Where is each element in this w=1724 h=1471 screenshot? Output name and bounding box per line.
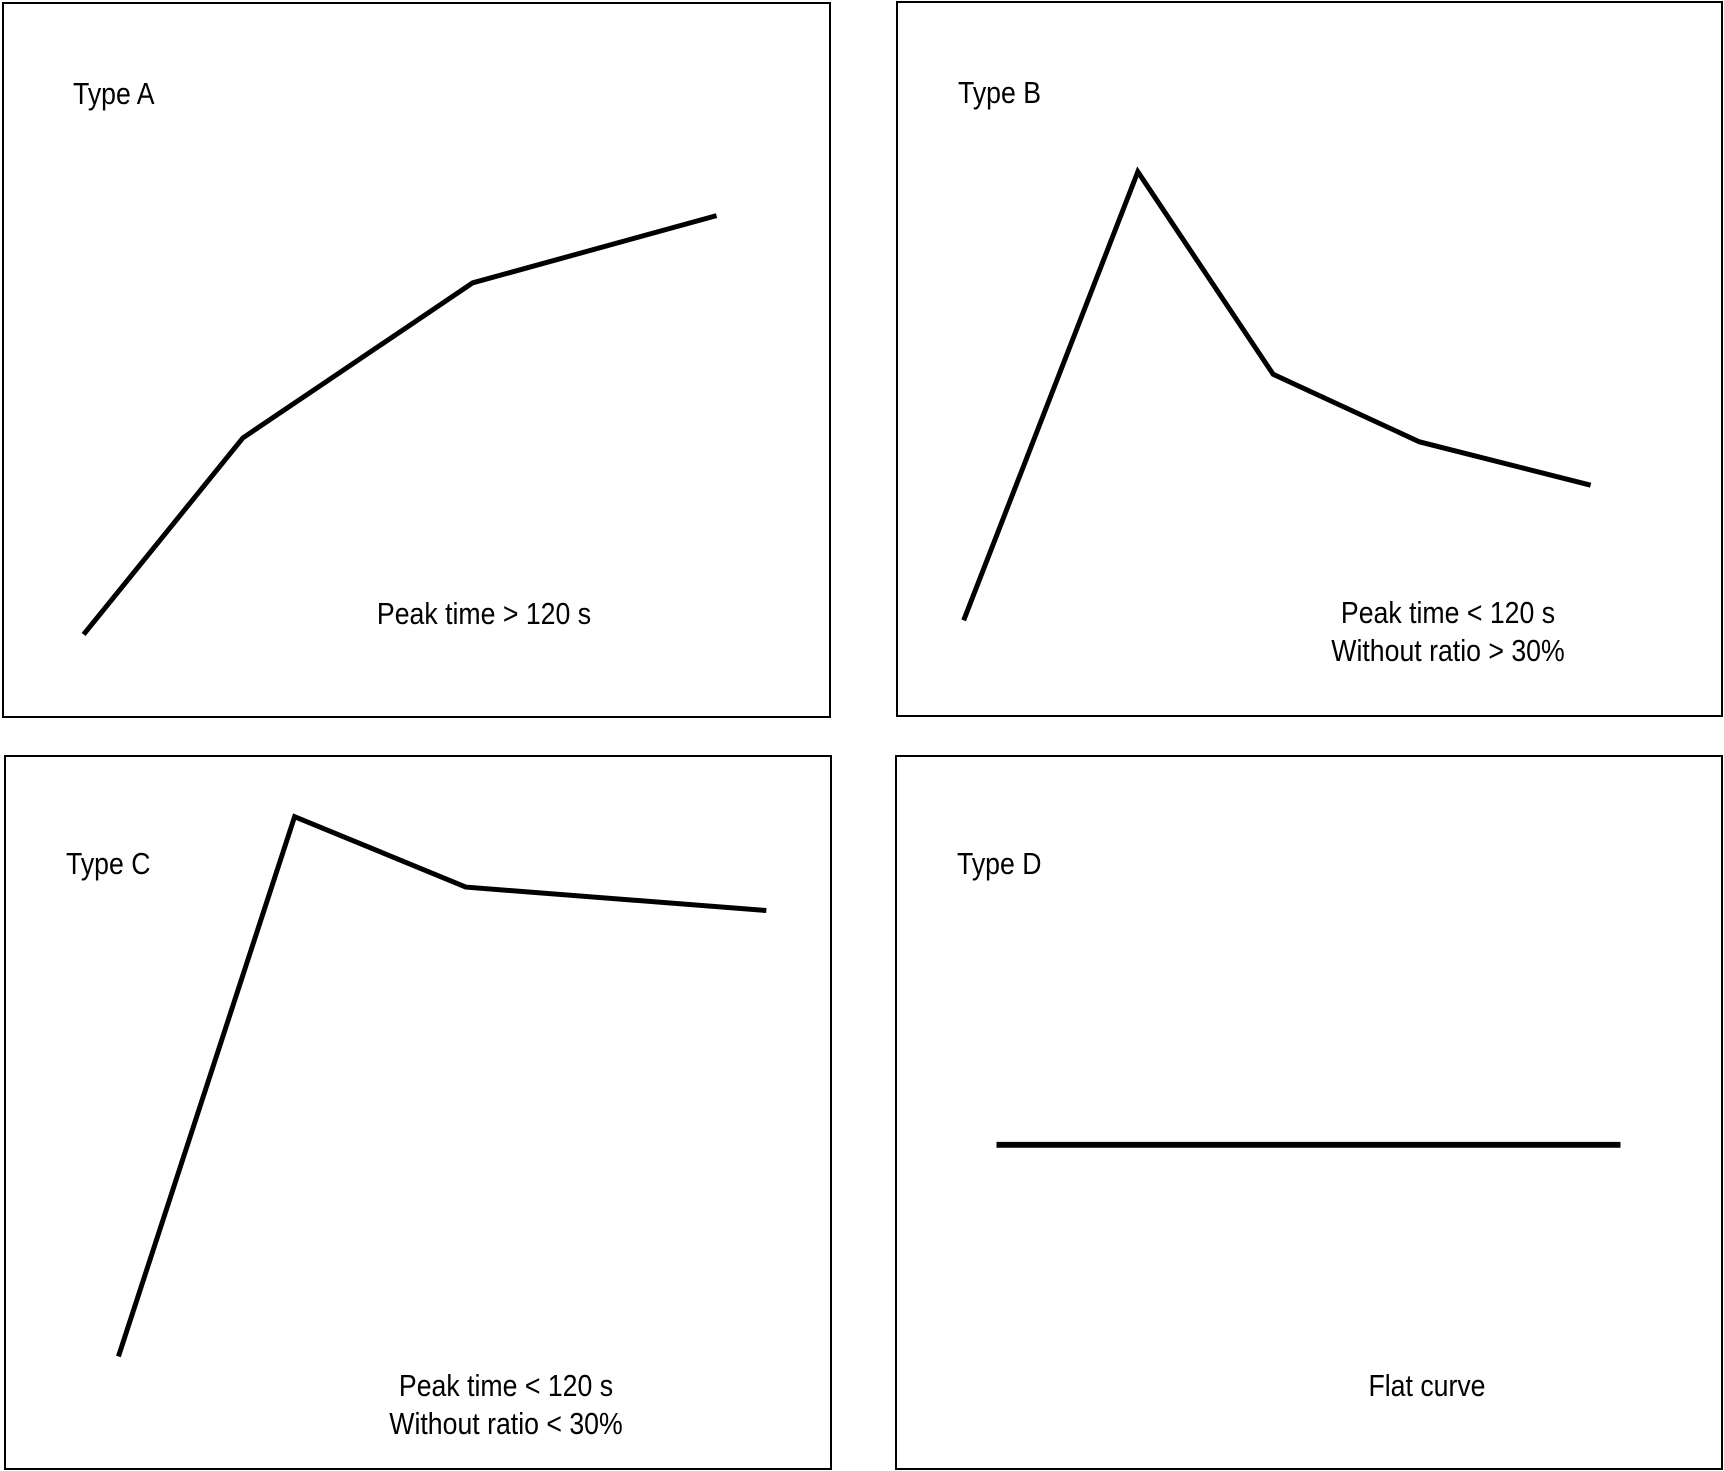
chart-plot-type-b (961, 166, 1592, 622)
series-line-type-a (81, 213, 718, 637)
panel-title-type-c: Type C (66, 846, 151, 881)
chart-plot-type-d (996, 1141, 1621, 1148)
chart-panel-type-b: Type B Peak time < 120 s Without ratio >… (896, 1, 1723, 717)
annotation-line-2-type-c: Without ratio < 30% (389, 1406, 623, 1441)
series-line-type-c (116, 813, 767, 1358)
annotation-line-1-type-d: Flat curve (1368, 1368, 1486, 1403)
annotation-type-a: Peak time > 120 s (334, 595, 634, 633)
panel-title-type-d: Type D (957, 846, 1042, 881)
annotation-type-c: Peak time < 120 s Without ratio < 30% (356, 1367, 656, 1443)
annotation-line-1-type-c: Peak time < 120 s (398, 1368, 614, 1403)
chart-plot-type-c (116, 813, 767, 1358)
annotation-type-b: Peak time < 120 s Without ratio > 30% (1298, 594, 1598, 670)
annotation-line-1-type-a: Peak time > 120 s (376, 596, 592, 631)
annotation-line-1-type-b: Peak time < 120 s (1340, 595, 1556, 630)
annotation-type-d: Flat curve (1277, 1367, 1577, 1405)
annotation-line-2-type-b: Without ratio > 30% (1331, 633, 1565, 668)
panel-title-type-a: Type A (73, 76, 155, 111)
chart-panel-type-c: Type C Peak time < 120 s Without ratio <… (4, 755, 832, 1470)
series-line-type-b (961, 166, 1592, 622)
chart-panel-type-a: Type A Peak time > 120 s (2, 2, 831, 718)
chart-panel-type-d: Type D Flat curve (895, 755, 1723, 1470)
panel-title-type-b: Type B (958, 75, 1041, 110)
chart-plot-type-a (81, 213, 718, 637)
